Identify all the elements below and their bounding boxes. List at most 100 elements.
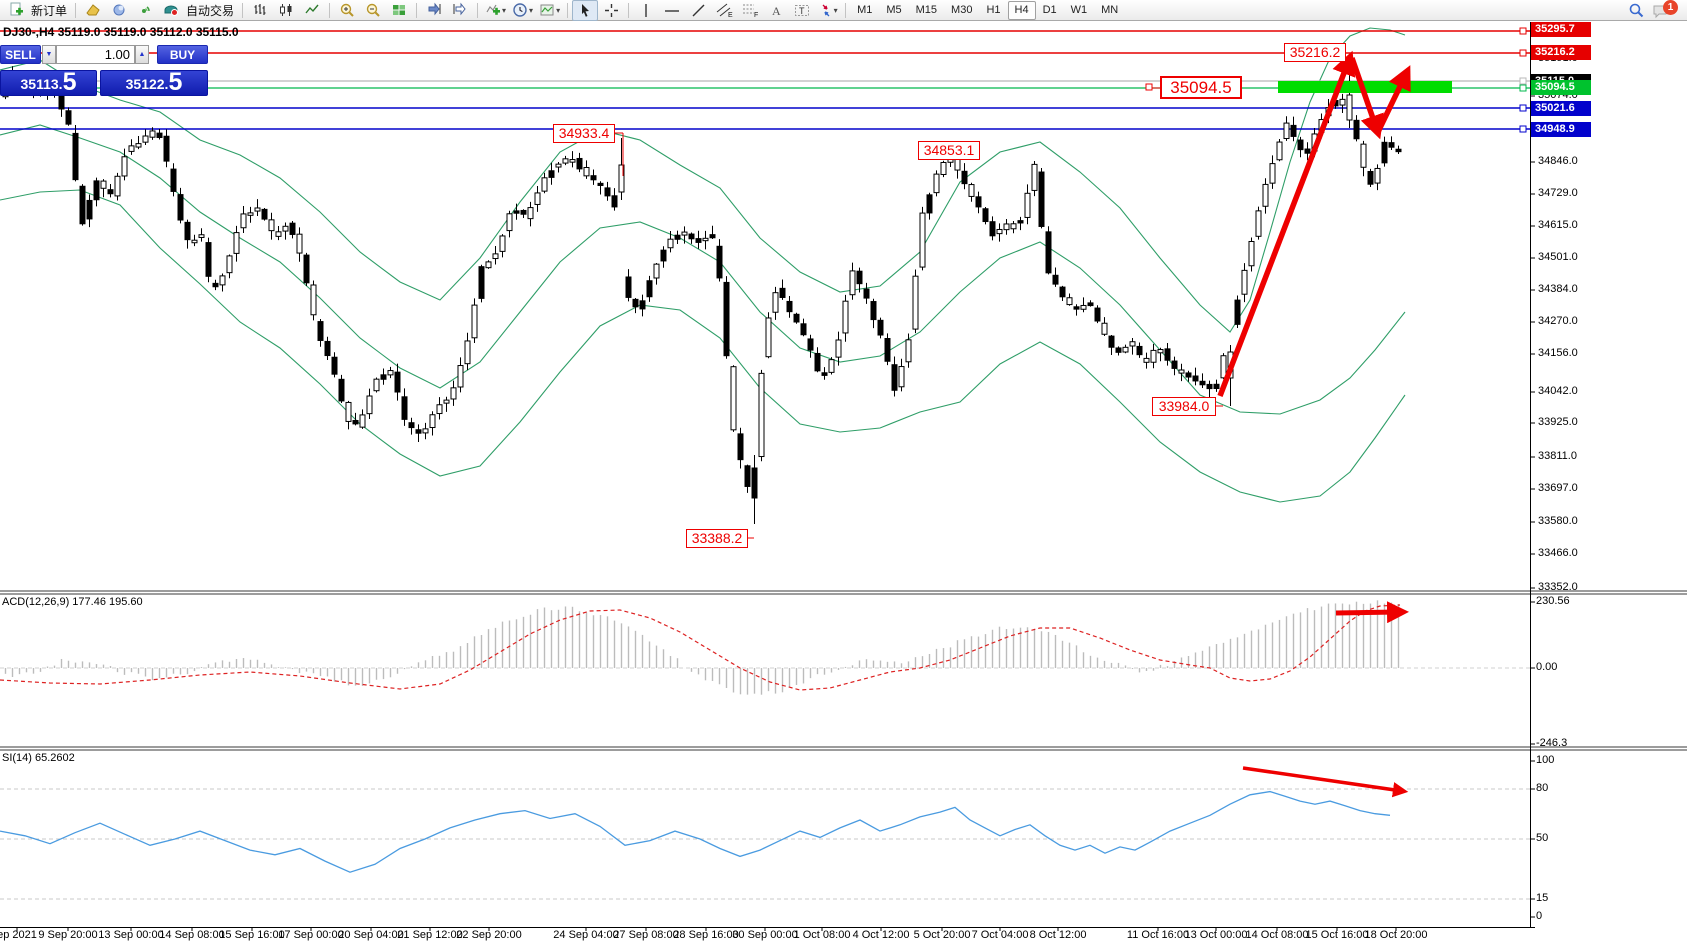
candle-body: [296, 233, 303, 254]
date-label: 14 Oct 08:00: [1245, 929, 1309, 941]
hline-anchor: [1519, 84, 1527, 92]
price-annotation-33388.2[interactable]: 33388.2: [686, 529, 748, 548]
search-button[interactable]: [1623, 0, 1649, 21]
timeframe-H1[interactable]: H1: [986, 3, 1001, 16]
auto-trading-button[interactable]: [158, 0, 184, 21]
price-annotation-35216.2[interactable]: 35216.2: [1284, 43, 1346, 62]
vertical-line-button[interactable]: [633, 0, 659, 21]
candle-body: [254, 207, 261, 212]
date-label: 17 Sep 00:00: [278, 929, 344, 941]
zoom-in-button[interactable]: [334, 0, 360, 21]
new-order-icon: [10, 2, 23, 16]
toolbar-separator: [567, 2, 569, 18]
candle-body: [583, 167, 590, 177]
trendline-button[interactable]: [685, 0, 711, 21]
periods-button[interactable]: ▾: [509, 0, 536, 21]
price-tick-34846.0: 34846.0: [1538, 155, 1578, 167]
svg-text:A: A: [772, 4, 781, 18]
price-tick-34501.0: 34501.0: [1538, 251, 1578, 263]
notifications-button[interactable]: 1: [1649, 0, 1681, 21]
timeframe-M15[interactable]: M15: [915, 3, 938, 16]
candlestick-chart-icon: [280, 4, 292, 16]
crosshair-button[interactable]: [598, 0, 624, 21]
candle-body: [359, 414, 366, 428]
price-tick-34270.0: 34270.0: [1538, 315, 1578, 327]
candle-body: [681, 231, 688, 236]
chart-symbol-title: DJ30-,H4 35119.0 35119.0 35112.0 35115.0: [3, 25, 239, 39]
auto-scroll-button[interactable]: [421, 0, 447, 21]
price-annotation-34853.1[interactable]: 34853.1: [918, 141, 980, 160]
arrows-button[interactable]: ▾: [815, 0, 841, 21]
volume-input[interactable]: [56, 45, 135, 64]
line-chart-button[interactable]: [299, 0, 325, 21]
candle-body: [1101, 322, 1108, 335]
timeframe-group: M1 M5 M15 M30 H1 H4 D1 W1 MN: [850, 0, 1125, 20]
candle-body: [961, 170, 968, 185]
data-window-button[interactable]: [106, 0, 132, 21]
timeframe-M30[interactable]: M30: [951, 3, 973, 16]
candle-body: [317, 321, 324, 341]
hline-anchor: [1519, 49, 1527, 57]
candle-body: [1290, 124, 1297, 137]
templates-button[interactable]: ▾: [536, 0, 563, 21]
volume-increase-button[interactable]: ▲: [135, 45, 149, 64]
candle-body: [1346, 94, 1353, 121]
candle-body: [1045, 231, 1052, 274]
buy-button[interactable]: BUY: [157, 45, 208, 64]
candle-body: [1374, 167, 1381, 184]
new-order-label[interactable]: 新订单: [31, 3, 68, 18]
timeframe-H4[interactable]: H4: [1007, 0, 1036, 20]
hline-anchor: [1519, 104, 1527, 112]
candlestick-chart-button[interactable]: [273, 0, 299, 21]
candle-body: [1031, 163, 1038, 191]
date-label: 9 Sep 20:00: [38, 929, 98, 941]
macd-annotation-arrow: [1335, 601, 1409, 624]
candle-body: [310, 284, 317, 316]
rsi-scale-50: 50: [1536, 832, 1549, 844]
cursor-icon: [582, 3, 590, 17]
price-annotation-33984.0[interactable]: 33984.0: [1152, 397, 1216, 416]
zoom-out-button[interactable]: [360, 0, 386, 21]
candle-body: [464, 340, 471, 365]
auto-trading-label[interactable]: 自动交易: [186, 3, 235, 18]
candle-body: [1059, 286, 1066, 298]
timeframe-D1[interactable]: D1: [1042, 3, 1057, 16]
text-label-button[interactable]: T: [789, 0, 815, 21]
price-annotation-35094.5[interactable]: 35094.5: [1160, 76, 1242, 99]
signals-button[interactable]: [132, 0, 158, 21]
sell-price-display[interactable]: 35113. 5: [0, 70, 97, 96]
hline-anchor: [1519, 125, 1527, 133]
text-button[interactable]: A: [763, 0, 789, 21]
timeframe-M1[interactable]: M1: [857, 3, 873, 16]
periods-clock-icon: [513, 3, 527, 17]
tile-windows-button[interactable]: [386, 0, 412, 21]
volume-decrease-button[interactable]: ▼: [42, 45, 56, 64]
sell-button[interactable]: SELL: [0, 45, 41, 64]
new-order-button[interactable]: [3, 0, 29, 21]
chart-shift-button[interactable]: [447, 0, 473, 21]
candle-body: [373, 378, 380, 392]
candle-body: [905, 339, 912, 363]
cursor-button[interactable]: [572, 0, 599, 21]
candle-body: [674, 234, 681, 240]
indicators-button[interactable]: ▾: [482, 0, 509, 21]
bar-chart-button[interactable]: [247, 0, 273, 21]
candle-body: [303, 254, 310, 284]
price-annotation-34933.4[interactable]: 34933.4: [553, 124, 615, 143]
timeframe-W1[interactable]: W1: [1070, 3, 1088, 16]
timeframe-MN[interactable]: MN: [1101, 3, 1119, 16]
timeframe-M5[interactable]: M5: [886, 3, 902, 16]
market-watch-button[interactable]: [80, 0, 106, 21]
macd-signal-line: [0, 604, 1401, 691]
buy-price-display[interactable]: 35122. 5: [100, 70, 208, 96]
candle-body: [534, 192, 541, 205]
candle-body: [275, 231, 282, 237]
horizontal-line-button[interactable]: [659, 0, 685, 21]
fibonacci-button[interactable]: F: [737, 0, 763, 21]
auto-trading-icon: [164, 5, 179, 16]
candle-body: [1157, 349, 1164, 354]
candle-body: [289, 222, 296, 235]
price-tick-34384.0: 34384.0: [1538, 283, 1578, 295]
equidistant-channel-button[interactable]: E: [711, 0, 737, 21]
